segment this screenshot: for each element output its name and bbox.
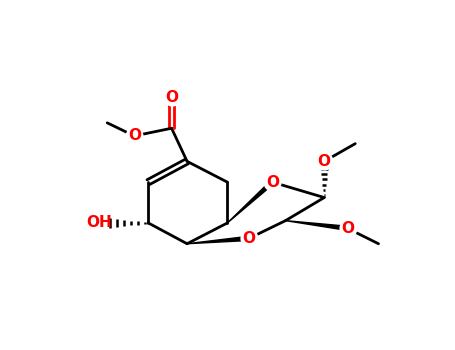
Text: O: O	[165, 90, 178, 105]
Text: O: O	[318, 154, 331, 169]
Text: O: O	[341, 221, 354, 236]
Polygon shape	[285, 220, 348, 230]
Text: O: O	[266, 175, 279, 190]
Polygon shape	[228, 181, 274, 223]
Polygon shape	[187, 236, 249, 244]
Text: OH: OH	[86, 216, 112, 230]
Text: O: O	[243, 231, 256, 246]
Text: O: O	[128, 128, 141, 143]
